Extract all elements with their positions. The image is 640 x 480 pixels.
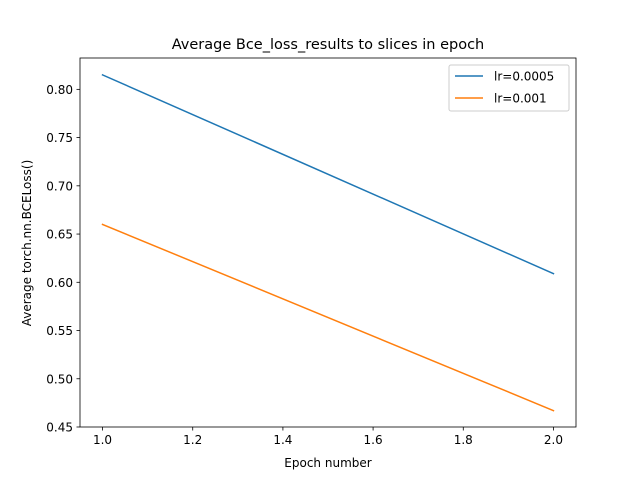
- plot-area: 1.0 1.2 1.4 1.6 1.8 2.0 0.45 0.50 0.55 0.60 0.65 0.…: [46, 57, 577, 447]
- y-tick-label: 0.50: [46, 372, 73, 386]
- y-tick-label: 0.80: [46, 83, 73, 97]
- y-tick-label: 0.65: [46, 228, 73, 242]
- y-tick-label: 0.55: [46, 324, 73, 338]
- y-axis-label: Average torch.nn.BCELoss(): [20, 160, 34, 327]
- x-tick-label: 1.8: [454, 433, 473, 447]
- x-tick-label: 2.0: [544, 433, 563, 447]
- x-tick-label: 1.2: [183, 433, 202, 447]
- x-axis-label: Epoch number: [284, 456, 371, 470]
- legend-label-2: lr=0.001: [494, 92, 547, 106]
- y-tick-label: 0.75: [46, 131, 73, 145]
- chart-title: Average Bce_loss_results to slices in ep…: [172, 37, 485, 53]
- y-tick-label: 0.60: [46, 276, 73, 290]
- series-line-2: [101, 223, 555, 412]
- legend: lr=0.0005 lr=0.001: [448, 64, 570, 112]
- y-tick-label: 0.70: [46, 179, 73, 193]
- series-line-1: [101, 73, 555, 275]
- y-tick-label: 0.45: [46, 421, 73, 435]
- axes-frame: [79, 57, 577, 428]
- legend-label-1: lr=0.0005: [494, 70, 554, 84]
- x-tick-label: 1.4: [273, 433, 292, 447]
- x-tick-label: 1.0: [93, 433, 112, 447]
- x-tick-label: 1.6: [364, 433, 383, 447]
